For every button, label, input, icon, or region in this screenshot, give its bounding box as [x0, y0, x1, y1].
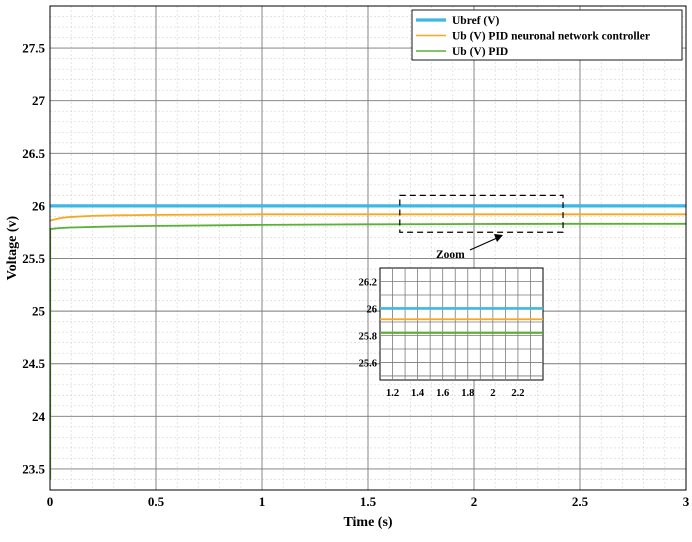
zoom-box [399, 194, 564, 233]
inset-x-tick-label: 2.2 [511, 388, 524, 399]
series-layer [49, 204, 686, 480]
plot-frame [49, 5, 687, 491]
zoom-arrow [469, 237, 498, 251]
zoom-arrowhead [494, 234, 503, 242]
tick-labels: 0 0.5 1 1.5 2 2.5 3 23.5 24 24.5 25 25.5 26 26.5 27 27.… [22, 41, 690, 509]
y-tick-label: 26 [32, 198, 46, 213]
x-tick-label: 2.5 [572, 494, 589, 509]
inset-y-tick-label: 26.2 [359, 277, 377, 288]
y-axis-title: Voltage (v) [5, 215, 20, 280]
y-tick-label: 25 [32, 304, 46, 319]
y-tick-label: 24.5 [22, 356, 45, 371]
legend-box [411, 9, 683, 61]
x-axis-title: Time (s) [343, 515, 392, 530]
zoom-label: Zoom [436, 249, 465, 261]
inset-x-tick-label: 1.6 [436, 388, 449, 399]
y-tick-label: 23.5 [22, 461, 45, 476]
x-tick-label: 1 [259, 494, 266, 509]
inset-y-tick-label: 25.8 [359, 331, 377, 342]
x-tick-label: 0.5 [148, 494, 165, 509]
x-tick-label: 2 [471, 494, 478, 509]
series-line-2 [49, 213, 686, 222]
inset-x-tick-label: 1.2 [386, 388, 399, 399]
major-grid [49, 6, 687, 490]
legend-label-1: Ubref (V) [452, 15, 500, 27]
inset-y-tick-label: 25.6 [359, 358, 377, 369]
x-tick-label: 0 [47, 494, 54, 509]
inset-chart: 1.2 1.4 1.6 1.8 2 2.2 25.6 25.8 26 26.2 [359, 267, 544, 399]
y-tick-label: 24 [32, 409, 46, 424]
y-tick-label: 25.5 [22, 251, 45, 266]
y-tick-label: 26.5 [22, 146, 45, 161]
inset-x-tick-label: 1.4 [411, 388, 425, 399]
legend-label-2: Ub (V) PID neuronal network controller [452, 31, 650, 43]
y-tick-label: 27.5 [22, 41, 45, 56]
x-tick-label: 3 [683, 494, 690, 509]
series-line-3 [49, 222, 686, 230]
inset-x-tick-label: 2 [490, 388, 495, 399]
zoom-annotation: Zoom [399, 194, 564, 261]
legend-label-3: Ub (V) PID [452, 46, 508, 58]
legend: Ubref (V) Ub (V) PID neuronal network con… [411, 9, 683, 61]
inset-x-tick-label: 1.8 [461, 388, 474, 399]
x-tick-label: 1.5 [360, 494, 377, 509]
y-tick-label: 27 [32, 93, 46, 108]
inset-y-tick-label: 26 [367, 304, 378, 315]
inset-frame [379, 267, 544, 381]
